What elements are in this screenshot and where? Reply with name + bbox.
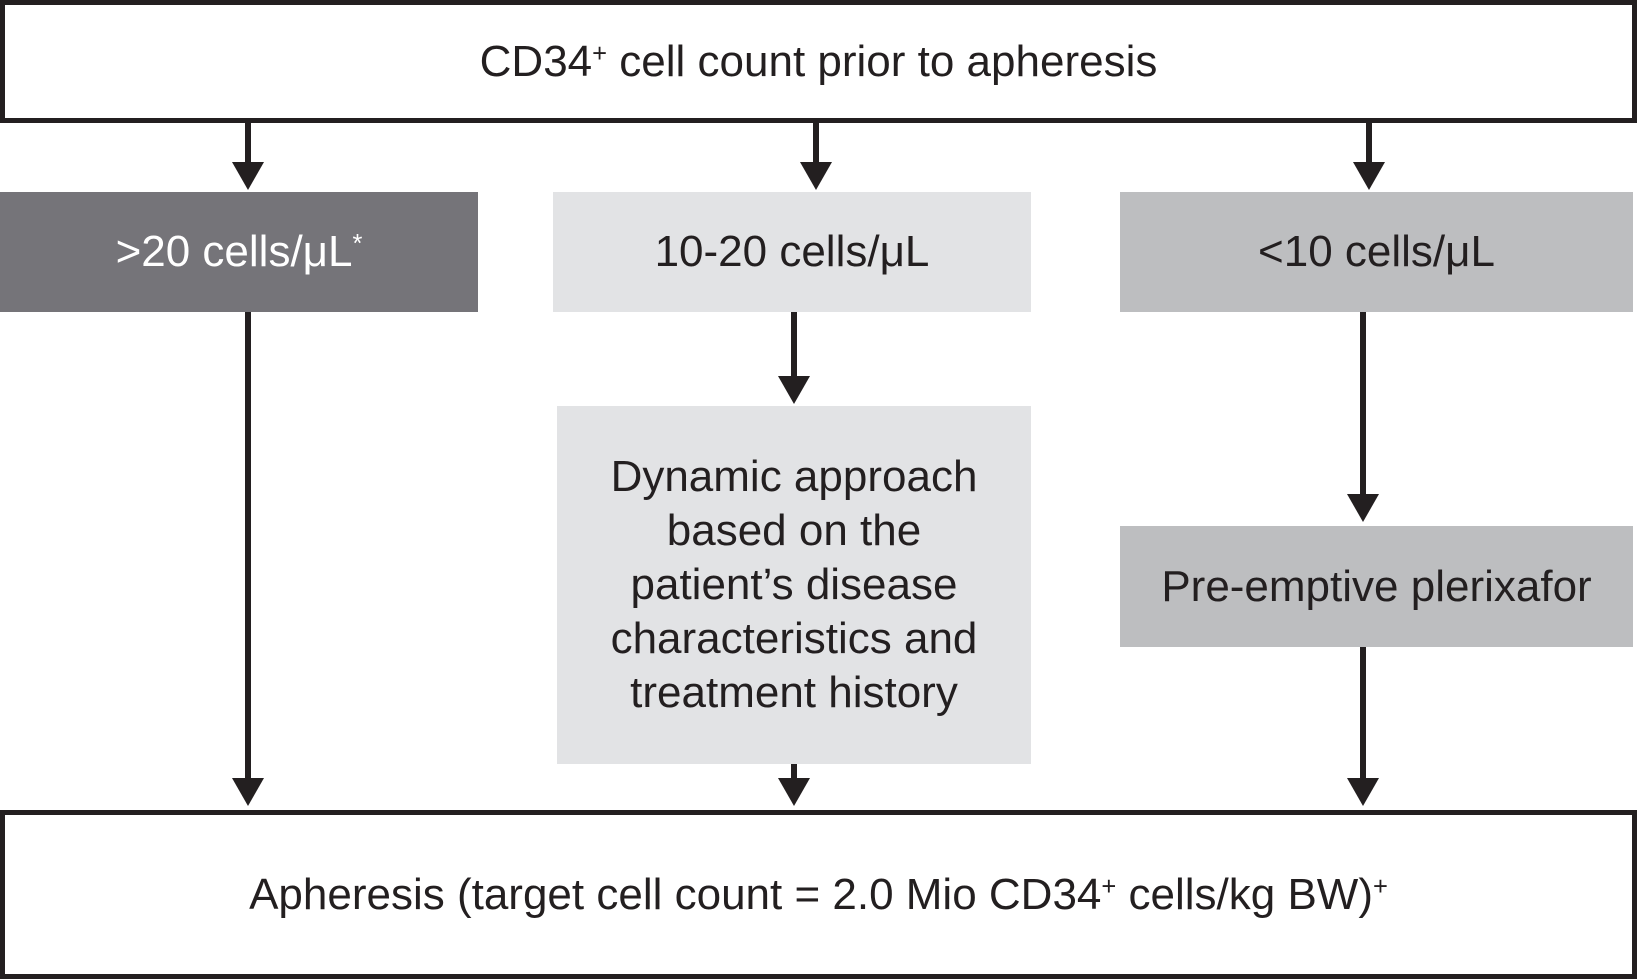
arrowhead-down-icon [1353, 162, 1385, 190]
left-branch-box: >20 cells/μL* [0, 192, 478, 312]
arrowhead-down-icon [800, 162, 832, 190]
arrowhead-down-icon [778, 376, 810, 404]
arrow-plerixafor-to-apheresis [1347, 647, 1379, 806]
apheresis-superscript-2: + [1373, 872, 1388, 901]
arrow-shaft [245, 312, 251, 778]
middle-branch-label: 10-20 cells/μL [654, 227, 930, 276]
dynamic-approach-line: patient’s disease [630, 560, 958, 609]
top-box-label: CD34+ cell count prior to apheresis [480, 35, 1158, 89]
top-box-superscript: + [592, 39, 608, 68]
middle-branch-box: 10-20 cells/μL [553, 192, 1031, 312]
left-branch-asterisk: * [352, 229, 363, 258]
arrow-shaft [791, 312, 797, 376]
apheresis-label-main: Apheresis (target cell count = 2.0 Mio C… [249, 869, 1102, 919]
arrow-shaft [245, 122, 251, 162]
arrowhead-down-icon [778, 778, 810, 806]
arrow-dynamic-to-apheresis [778, 764, 810, 806]
top-box-label-main: CD34 [479, 36, 593, 86]
top-box-label-rest: cell count prior to apheresis [607, 36, 1158, 86]
right-branch-label: <10 cells/μL [1258, 227, 1495, 276]
dynamic-approach-line: characteristics and [610, 614, 978, 663]
arrow-shaft [1366, 122, 1372, 162]
arrow-shaft [813, 122, 819, 162]
arrowhead-down-icon [232, 162, 264, 190]
dynamic-approach-line: based on the [666, 506, 922, 555]
arrow-top-to-left-branch [232, 122, 264, 190]
left-branch-label: >20 cells/μL* [116, 225, 363, 279]
arrow-shaft [1360, 312, 1366, 494]
left-branch-label-main: >20 cells/μL [115, 227, 353, 276]
plerixafor-label: Pre-emptive plerixafor [1161, 561, 1592, 611]
arrowhead-down-icon [232, 778, 264, 806]
arrow-top-to-right-branch [1353, 122, 1385, 190]
apheresis-label: Apheresis (target cell count = 2.0 Mio C… [249, 868, 1388, 922]
dynamic-approach-line: Dynamic approach [610, 452, 978, 501]
dynamic-approach-line: treatment history [630, 668, 958, 717]
arrowhead-down-icon [1347, 778, 1379, 806]
arrow-middle-branch-to-dynamic [778, 312, 810, 404]
arrowhead-down-icon [1347, 494, 1379, 522]
arrow-shaft [1360, 647, 1366, 778]
arrow-top-to-middle-branch [800, 122, 832, 190]
arrow-shaft [791, 764, 797, 778]
dynamic-approach-box: Dynamic approach based on the patient’s … [557, 406, 1031, 764]
top-box: CD34+ cell count prior to apheresis [0, 0, 1637, 123]
apheresis-label-rest: cells/kg BW) [1116, 869, 1373, 919]
arrow-left-branch-to-apheresis [232, 312, 264, 806]
apheresis-box: Apheresis (target cell count = 2.0 Mio C… [0, 810, 1637, 979]
arrow-right-branch-to-plerixafor [1347, 312, 1379, 522]
plerixafor-box: Pre-emptive plerixafor [1120, 526, 1633, 647]
apheresis-superscript-1: + [1101, 872, 1117, 901]
right-branch-box: <10 cells/μL [1120, 192, 1633, 312]
